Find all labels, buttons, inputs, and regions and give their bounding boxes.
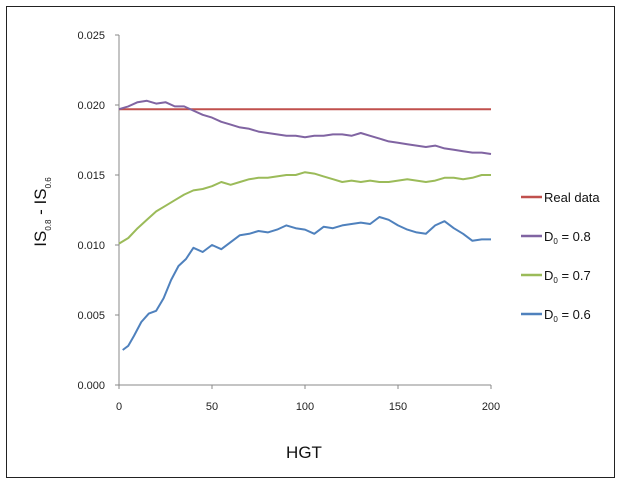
series-layer (118, 99, 492, 351)
series-line-3 (122, 216, 491, 351)
x-tick-label: 50 (206, 401, 218, 413)
y-tick-label: 0.020 (77, 100, 105, 112)
series-line-1 (118, 99, 492, 155)
y-tick-label: 0.010 (77, 240, 105, 252)
series-line-2 (118, 171, 491, 245)
legend-label-2: D0 = 0.7 (544, 268, 591, 285)
legend: Real data D0 = 0.8 D0 = 0.7 D0 = 0.6 (521, 190, 600, 324)
legend-label-0: Real data (544, 190, 600, 205)
legend-label-3: D0 = 0.6 (544, 307, 591, 324)
y-tick-label: 0.000 (77, 380, 105, 392)
x-tick-label: 150 (389, 401, 407, 413)
y-tick-label: 0.025 (77, 30, 105, 42)
axes: 0.000 0.005 0.010 0.015 0.020 0.025 0 50 100 150 2… (77, 30, 500, 413)
legend-label-1: D0 = 0.8 (544, 229, 591, 246)
x-tick-label: 100 (296, 401, 314, 413)
y-axis-title: IS0.8 - IS0.6 (31, 177, 53, 247)
x-axis-title: HGT (286, 443, 322, 462)
x-tick-label: 200 (482, 401, 500, 413)
chart-frame (6, 6, 615, 478)
y-tick-label: 0.015 (77, 170, 105, 182)
y-tick-label: 0.005 (77, 310, 105, 322)
x-tick-label: 0 (116, 401, 122, 413)
